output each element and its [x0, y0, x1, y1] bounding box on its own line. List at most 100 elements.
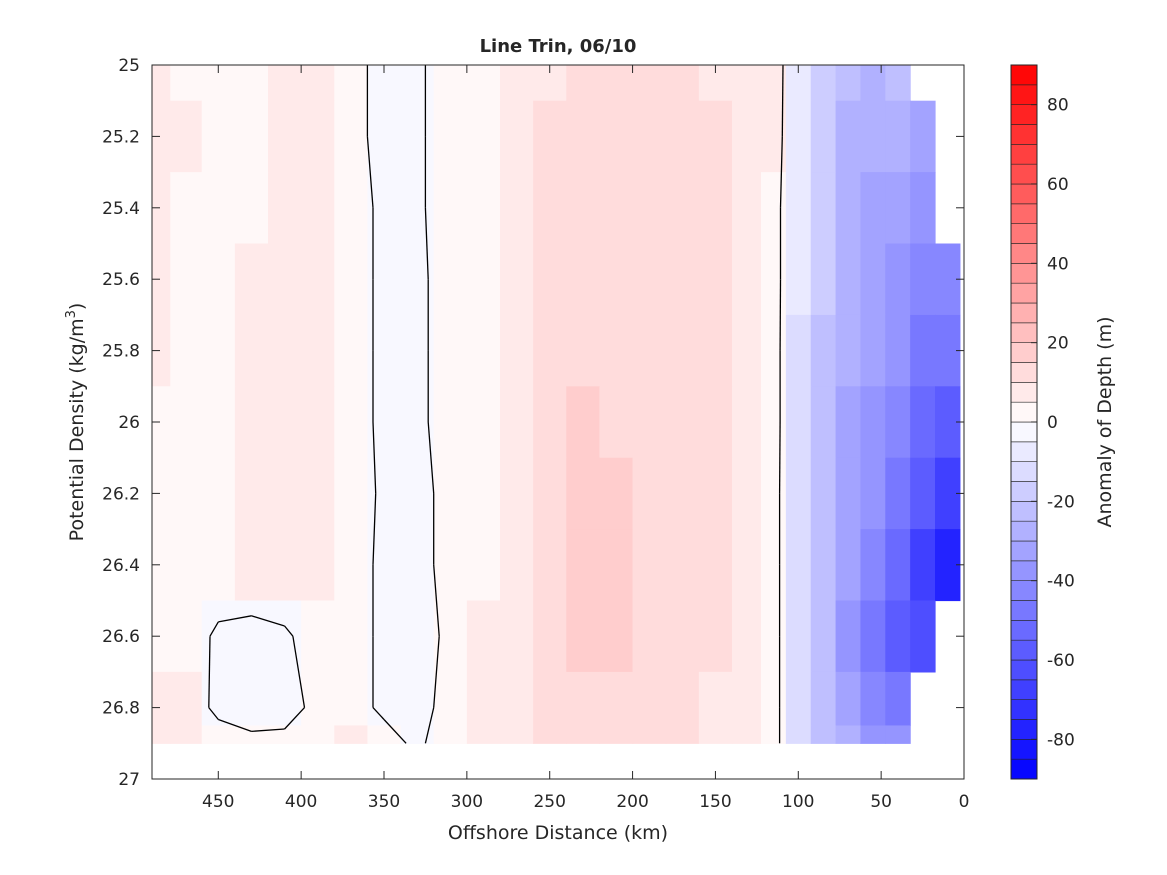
anomaly-cell: [835, 725, 862, 744]
anomaly-cell: [152, 671, 171, 727]
anomaly-cell: [810, 457, 837, 530]
colorbar-swatch: [1010, 441, 1038, 462]
contour-segment: [218, 615, 252, 623]
anomaly-cell: [632, 100, 667, 173]
anomaly-cell: [910, 529, 936, 602]
colorbar-swatch: [1010, 342, 1038, 363]
anomaly-cell: [835, 65, 862, 102]
x-tick-label: 200: [616, 792, 648, 812]
anomaly-cell: [234, 314, 269, 387]
anomaly-cell: [170, 172, 203, 245]
anomaly-cell: [860, 243, 886, 316]
anomaly-cell: [400, 100, 435, 173]
anomaly-cell: [835, 314, 862, 387]
anomaly-cell: [761, 600, 787, 673]
anomaly-cell: [698, 386, 733, 459]
anomaly-cell: [665, 172, 700, 245]
anomaly-cell: [885, 314, 911, 387]
anomaly-cell: [885, 600, 911, 673]
anomaly-cell: [632, 65, 667, 102]
anomaly-cell: [170, 314, 203, 387]
anomaly-cell: [785, 314, 812, 387]
anomaly-cell: [466, 529, 501, 602]
colorbar-swatch: [1010, 520, 1038, 542]
contour-segment: [372, 493, 377, 565]
anomaly-cell: [152, 172, 171, 245]
anomaly-cell: [566, 529, 601, 602]
colorbar-swatch: [1010, 64, 1038, 86]
anomaly-cell: [761, 671, 787, 727]
y-tick-label: 26: [118, 413, 140, 433]
anomaly-cell: [301, 172, 335, 245]
plot-area: 450 400 350 300 250 200 150 100 50 0 2525.225.425…: [102, 56, 969, 812]
anomaly-cell: [910, 600, 936, 673]
anomaly-cell: [566, 671, 601, 727]
anomaly-cell: [433, 314, 468, 387]
anomaly-cell: [466, 725, 501, 744]
x-tick-label: 50: [870, 792, 892, 812]
x-tick-label: 0: [959, 792, 970, 812]
anomaly-cell: [301, 671, 335, 727]
colorbar-swatch: [1010, 144, 1038, 165]
anomaly-cell: [400, 529, 435, 602]
anomaly-cell: [433, 100, 468, 173]
anomaly-cell: [566, 457, 601, 530]
anomaly-cell: [665, 671, 700, 727]
anomaly-field: [152, 65, 961, 744]
colorbar-swatch: [1010, 223, 1038, 244]
colorbar-ticks: 80 60 40 20 0 -20 -40 -60 -80: [1031, 96, 1075, 750]
anomaly-cell: [152, 314, 171, 387]
contour-segment: [218, 718, 252, 733]
anomaly-cell: [785, 172, 812, 245]
anomaly-cell: [632, 386, 667, 459]
anomaly-cell: [433, 725, 468, 744]
anomaly-cell: [234, 65, 269, 102]
anomaly-cell: [566, 100, 601, 173]
anomaly-cell: [698, 100, 733, 173]
anomaly-cell: [910, 243, 936, 316]
anomaly-cell: [170, 600, 203, 673]
anomaly-cell: [466, 65, 501, 102]
colorbar-swatch: [1010, 481, 1038, 502]
anomaly-cell: [835, 386, 862, 459]
anomaly-cell: [566, 725, 601, 744]
colorbar-tick-label: -20: [1047, 492, 1075, 512]
anomaly-cell: [732, 65, 762, 102]
anomaly-cell: [152, 725, 171, 744]
contour-segment: [366, 136, 374, 208]
anomaly-cell: [599, 457, 634, 530]
anomaly-cell: [860, 100, 886, 173]
anomaly-cell: [234, 243, 269, 316]
anomaly-cell: [566, 600, 601, 673]
contour-segment: [424, 707, 435, 744]
anomaly-cell: [301, 725, 335, 744]
anomaly-cell: [599, 529, 634, 602]
colorbar-tick-label: 80: [1047, 96, 1069, 116]
colorbar-swatch: [1010, 282, 1038, 304]
anomaly-cell: [301, 65, 335, 102]
anomaly-cell: [910, 386, 936, 459]
colorbar-label: Anomaly of Depth (m): [1094, 317, 1116, 528]
anomaly-cell: [810, 600, 837, 673]
anomaly-cell: [599, 386, 634, 459]
anomaly-cell: [533, 529, 567, 602]
x-tick-label: 250: [533, 792, 565, 812]
anomaly-cell: [761, 172, 787, 245]
anomaly-cell: [334, 725, 369, 744]
anomaly-cell: [301, 386, 335, 459]
anomaly-cell: [500, 386, 534, 459]
y-tick-label: 25.8: [102, 342, 140, 362]
anomaly-cell: [268, 457, 302, 530]
anomaly-cell: [910, 100, 936, 173]
contour-segment: [292, 636, 306, 708]
anomaly-cell: [234, 457, 269, 530]
anomaly-cell: [632, 671, 667, 727]
anomaly-cell: [810, 65, 837, 102]
anomaly-cell: [860, 457, 886, 530]
anomaly-cell: [201, 457, 236, 530]
colorbar-tick-label: 60: [1047, 175, 1069, 195]
anomaly-cell: [665, 457, 700, 530]
anomaly-cell: [500, 725, 534, 744]
anomaly-cell: [466, 172, 501, 245]
